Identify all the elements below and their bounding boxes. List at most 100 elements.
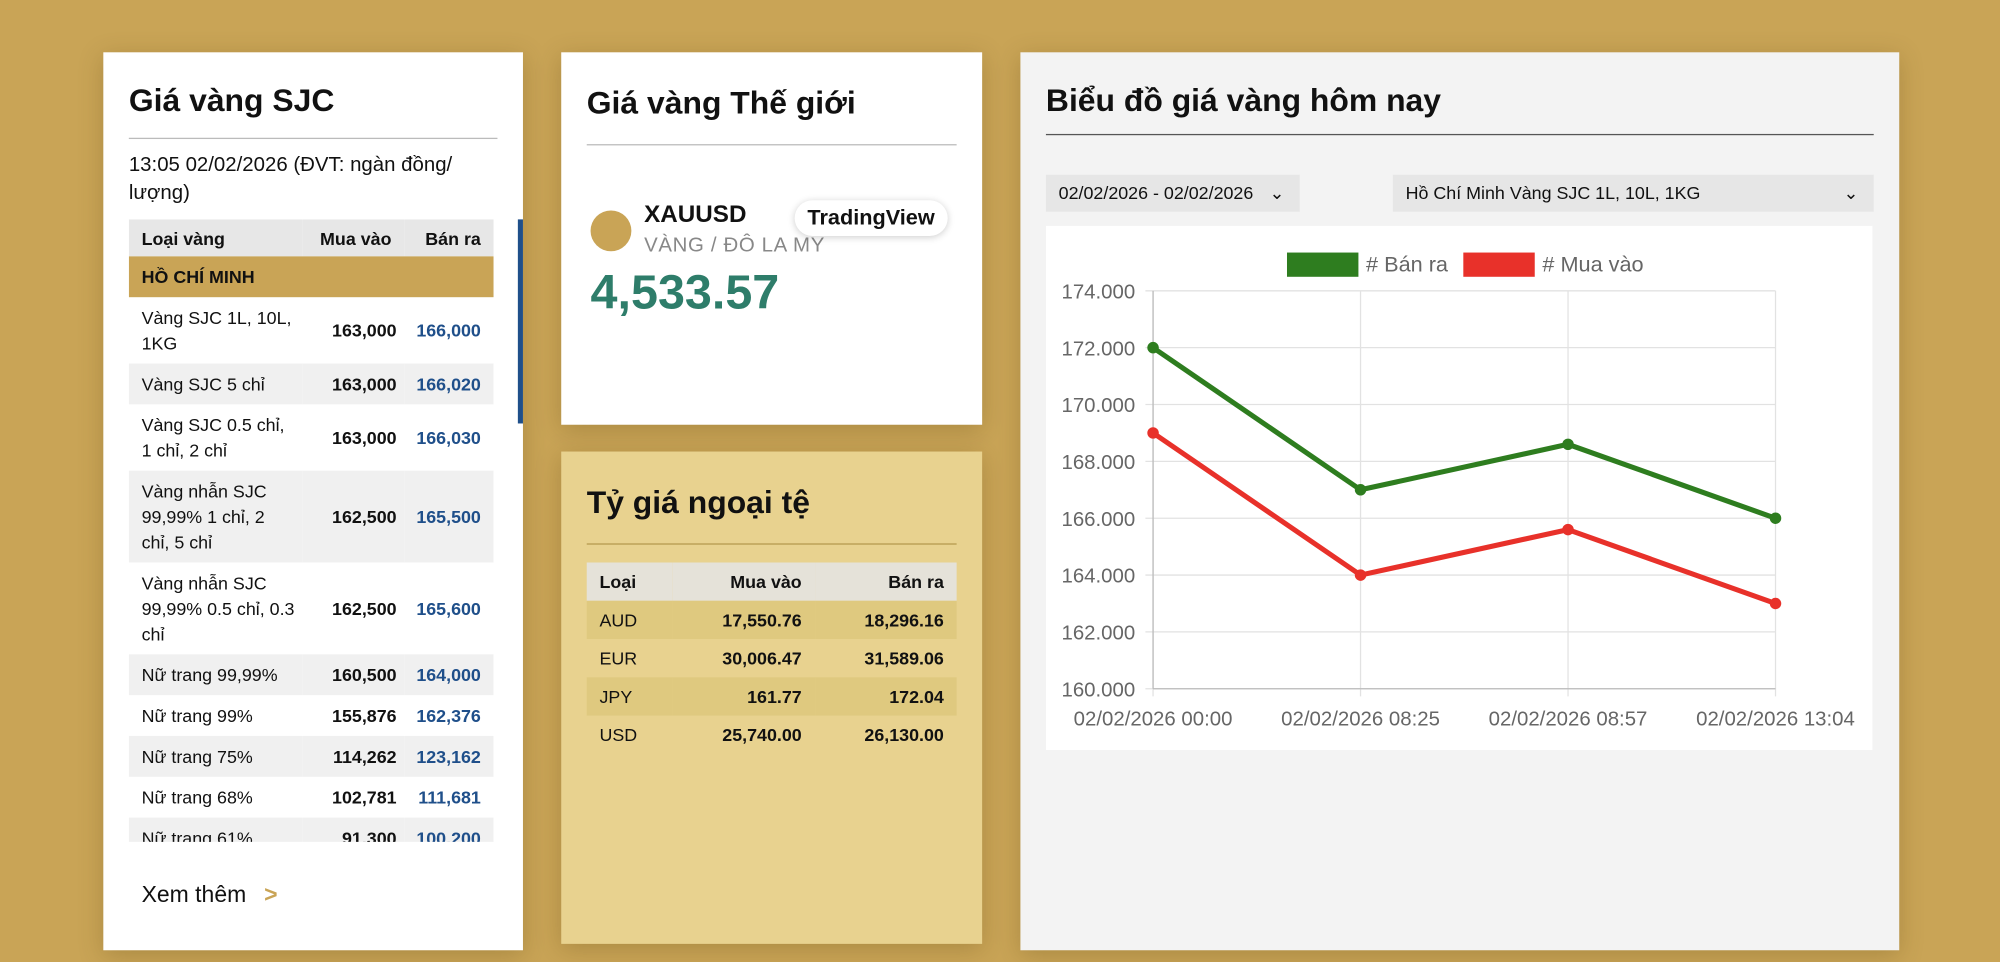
- y-tick-label: 174.000: [1061, 281, 1135, 303]
- divider: [586, 144, 957, 146]
- sell-price: 166,020: [404, 363, 494, 405]
- table-row: Vàng SJC 0.5 chỉ, 1 chỉ, 2 chỉ 163,000 166…: [129, 404, 494, 470]
- gold-type: Nữ trang 61%: [128, 817, 303, 842]
- table-header: Loại Mua vào Bán ra: [586, 562, 957, 601]
- line: [1151, 345, 1777, 521]
- point: [1354, 484, 1367, 496]
- caret-icon: ⌄: [1843, 182, 1859, 203]
- sell-rate: 26,130.00: [864, 724, 944, 745]
- legend-label: # Bán ra: [1366, 252, 1449, 277]
- table-header: Loại vàng Mua vào Bán ra: [128, 219, 494, 257]
- point: [1769, 597, 1782, 610]
- divider: [1045, 133, 1874, 136]
- select-value[interactable]: Hồ Chí Minh Vàng SJC 1L, 10L, 1KG: [1405, 182, 1701, 203]
- table-row: Nữ trang 99,99% 160,500 164,000: [128, 654, 494, 696]
- sell-price: 111,681: [418, 786, 481, 808]
- table-row: Nữ trang 99% 155,876 162,376: [129, 695, 494, 736]
- divider: [128, 137, 498, 140]
- fx-table: Loại Mua vào Bán ra AUD 17,550.76 18,296.16 E…: [586, 562, 957, 754]
- sjc-table: Loại vàng Mua vào Bán ra HỒ CHÍ MINH Vàng …: [128, 219, 494, 842]
- column-header: Bán ra: [404, 219, 494, 257]
- buy-price: 163,000: [302, 363, 405, 405]
- buy-price: 91,300: [302, 817, 405, 842]
- column-header: Mua vào: [302, 219, 405, 257]
- see-more-text[interactable]: Xem thêm: [141, 881, 247, 907]
- gold-type: Vàng SJC 1L, 10L, 1KG: [141, 307, 292, 354]
- date-range-select[interactable]: 02/02/2026 - 02/02/2026 ⌄: [1045, 174, 1300, 212]
- select-value[interactable]: 02/02/2026 - 02/02/2026: [1058, 182, 1254, 203]
- buy-rate: 17,550.76: [672, 600, 815, 640]
- table-row: AUD 17,550.76 18,296.16: [586, 600, 957, 640]
- buy-price: 163,000: [332, 320, 397, 341]
- gold-type: Nữ trang 75%: [128, 735, 303, 777]
- table-row: USD 25,740.00 26,130.00: [587, 716, 957, 754]
- table-row: Vàng nhẫn SJC 99,99% 0.5 chỉ, 0.3 chỉ 162…: [129, 562, 494, 654]
- sell-price: 164,000: [404, 654, 494, 696]
- chevron-icon: >: [264, 881, 278, 907]
- x-tick-label: 02/02/2026 08:57: [1489, 709, 1648, 731]
- fx-panel: Tỷ giá ngoại tệ Loại Mua vào Bán ra AUD 17,…: [561, 451, 983, 944]
- x-tick-label: 02/02/2026 13:04: [1696, 709, 1855, 731]
- sell-rate: 18,296.16: [814, 600, 957, 640]
- buy-price: 160,500: [302, 654, 405, 696]
- buy-price: 114,262: [302, 735, 405, 777]
- y-tick-label: 172.000: [1061, 338, 1135, 360]
- legend-swatch: [1463, 252, 1535, 277]
- point: [1147, 427, 1159, 439]
- buy-price: 162,500: [302, 470, 405, 563]
- table-body: AUD 17,550.76 18,296.16 EUR 30,006.47 31,589.…: [586, 600, 957, 754]
- updated-time: 13:05 02/02/2026 (ĐVT: ngàn đồng/ lượng): [128, 154, 453, 205]
- y-tick-label: 166.000: [1061, 509, 1135, 531]
- world-panel: Giá vàng Thế giới XAUUSD VÀNG / ĐÔ LA MỸ…: [561, 52, 983, 425]
- point: [1147, 341, 1159, 354]
- table-row: Vàng nhẫn SJC 99,99% 1 chỉ, 2 chỉ, 5 chỉ…: [128, 470, 494, 563]
- sell-rate: 31,589.06: [864, 647, 944, 669]
- sell-price: 165,500: [404, 470, 494, 563]
- panel-title: Tỷ giá ngoại tệ: [586, 484, 810, 521]
- gold-type: Vàng nhẫn SJC 99,99% 0.5 chỉ, 0.3 chỉ: [141, 572, 295, 645]
- column-header: Mua vào: [672, 562, 815, 601]
- sell-price: 166,030: [416, 427, 481, 448]
- chart-panel: Biểu đồ giá vàng hôm nay 02/02/2026 - 02…: [1020, 52, 1900, 951]
- point: [1354, 569, 1367, 581]
- line: [1151, 430, 1777, 606]
- table-row: Nữ trang 61% 91,300 100,200: [128, 817, 494, 842]
- gold-type: Vàng SJC 5 chỉ: [128, 363, 303, 405]
- currency: USD: [599, 724, 638, 745]
- sell-rate: 172.04: [814, 677, 957, 716]
- y-tick-label: 160.000: [1061, 679, 1135, 701]
- buy-rate: 30,006.47: [722, 647, 802, 669]
- point: [1769, 512, 1782, 524]
- table-row: Vàng SJC 5 chỉ 163,000 166,020: [128, 363, 494, 405]
- buy-rate: 25,740.00: [722, 724, 802, 745]
- divider: [586, 543, 957, 545]
- scrollbar[interactable]: [517, 219, 523, 424]
- panel-title: Biểu đồ giá vàng hôm nay: [1045, 82, 1442, 119]
- price: 4,533.57: [590, 266, 780, 321]
- sell-price: 123,162: [404, 735, 494, 777]
- gold-type: Vàng SJC 0.5 chỉ, 1 chỉ, 2 chỉ: [141, 414, 285, 461]
- point: [1562, 523, 1574, 536]
- product-select[interactable]: Hồ Chí Minh Vàng SJC 1L, 10L, 1KG ⌄: [1392, 174, 1874, 212]
- legend-label: # Mua vào: [1542, 252, 1643, 277]
- sell-price: 162,376: [416, 705, 481, 726]
- sjc-panel: Giá vàng SJC 13:05 02/02/2026 (ĐVT: ngàn…: [103, 52, 523, 951]
- gold-icon: [590, 210, 632, 252]
- table-row: Nữ trang 75% 114,262 123,162: [128, 735, 494, 777]
- x-tick-label: 02/02/2026 00:00: [1074, 709, 1233, 731]
- see-more-link[interactable]: Xem thêm >: [142, 881, 278, 908]
- symbol-description: VÀNG / ĐÔ LA MỸ: [644, 234, 825, 257]
- sjc-table-scroll: Loại vàng Mua vào Bán ra HỒ CHÍ MINH Vàng …: [128, 219, 494, 842]
- y-tick-label: 162.000: [1061, 623, 1135, 645]
- chart-background: [1045, 225, 1873, 750]
- gold-type: Nữ trang 68%: [141, 786, 253, 808]
- panel-title: Giá vàng SJC: [128, 82, 335, 119]
- table-row: EUR 30,006.47 31,589.06: [587, 639, 957, 677]
- legend-swatch: [1286, 252, 1359, 277]
- tradingview-badge[interactable]: TradingView: [794, 200, 948, 236]
- table-row: Nữ trang 68% 102,781 111,681: [129, 777, 494, 818]
- column-header: Loại vàng: [128, 219, 303, 257]
